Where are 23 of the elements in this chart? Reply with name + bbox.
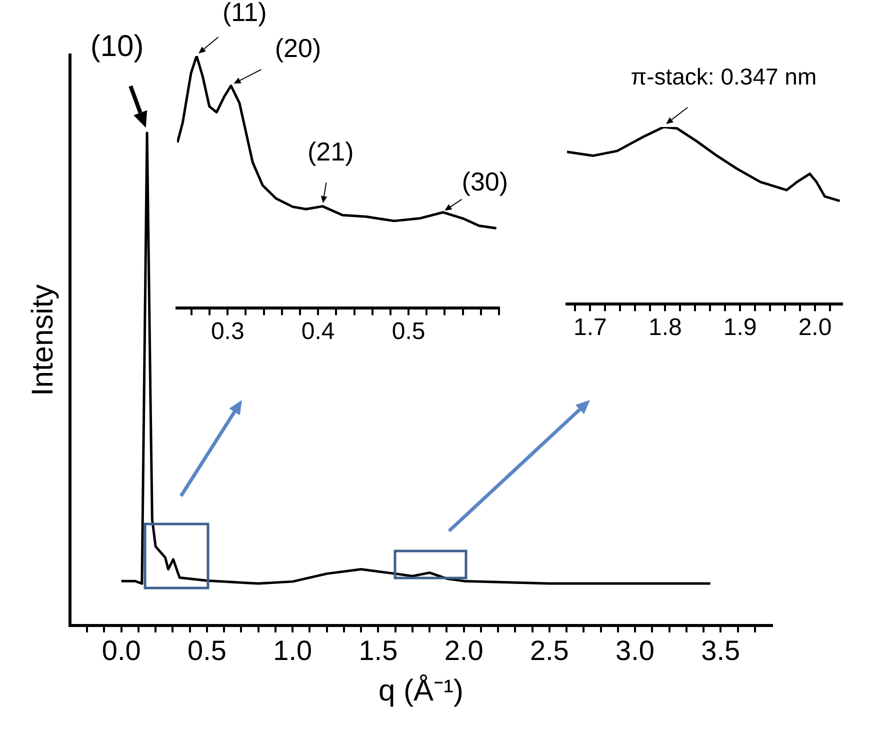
x-tick-label: 0.0 — [102, 634, 141, 666]
annotation: (11) — [222, 0, 267, 28]
x-tick-label: 2.0 — [798, 314, 832, 342]
x-tick-label: 2.5 — [530, 634, 569, 666]
x-tick-label: 1.7 — [574, 314, 607, 342]
x-tick-label: 1.9 — [723, 314, 757, 342]
x-tick-label: 1.0 — [273, 634, 312, 666]
x-tick-label: 1.5 — [358, 634, 398, 666]
x-tick-label: 3.5 — [701, 634, 740, 666]
x-tick-label: 0.4 — [301, 318, 335, 346]
x-tick-label: 0.5 — [392, 318, 426, 346]
annotation: (10) — [90, 30, 144, 64]
annotation: (21) — [308, 136, 354, 166]
x-tick-label: 3.0 — [616, 634, 654, 666]
y-axis-title: Intensity — [26, 284, 60, 396]
x-tick-label: 0.5 — [188, 634, 226, 666]
annotation: π-stack: 0.347 nm — [630, 63, 817, 90]
x-axis-title: q (Å⁻¹) — [378, 673, 464, 708]
x-tick-label: 2.0 — [444, 634, 484, 666]
annotation: (30) — [462, 166, 508, 197]
annotation: (20) — [274, 32, 322, 63]
x-tick-label: 1.8 — [648, 314, 682, 342]
x-tick-label: 0.3 — [210, 318, 244, 346]
